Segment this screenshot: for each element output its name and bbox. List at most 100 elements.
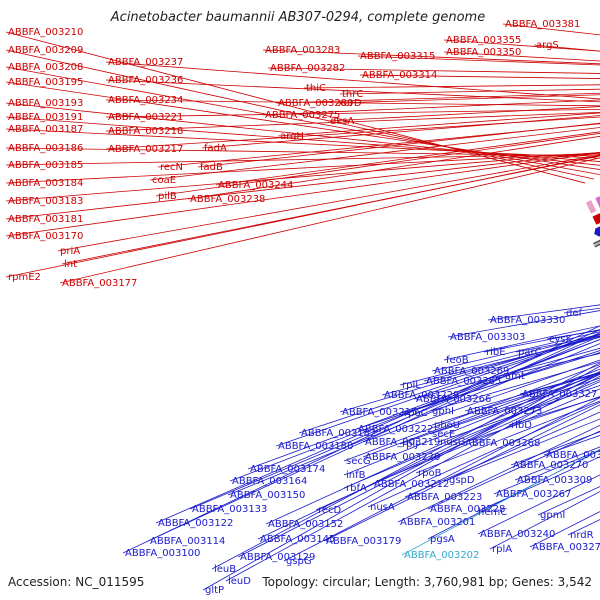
gene-label: rpoC xyxy=(404,408,428,419)
leader-line xyxy=(443,39,600,52)
leader-line xyxy=(275,334,600,447)
gene-label: thrC xyxy=(342,89,363,100)
leader-line xyxy=(197,122,600,168)
leader-line xyxy=(122,325,600,554)
leader-line xyxy=(211,362,600,570)
gene-label: rpoB xyxy=(418,468,442,479)
leader-line xyxy=(447,310,600,338)
leader-line xyxy=(229,339,600,482)
leader-line xyxy=(443,51,600,62)
gene-label: ABBFA_003272 xyxy=(532,542,600,553)
leader-line xyxy=(5,154,600,278)
leader-line xyxy=(157,123,600,168)
gene-label: ABBFA_003309 xyxy=(517,475,592,486)
leader-line xyxy=(105,99,600,107)
gene-label: gspG xyxy=(286,556,312,567)
leader-line xyxy=(265,371,600,525)
label-leader-lines xyxy=(5,23,600,591)
gene-label: ABBFA_003282 xyxy=(270,63,345,74)
leader-line xyxy=(443,325,600,361)
reverse-gene-arrow xyxy=(594,226,600,237)
gene-label: ABBFA_003208 xyxy=(8,62,83,73)
gene-label: gspD xyxy=(449,475,475,486)
leader-line xyxy=(277,112,600,137)
leader-line xyxy=(415,400,600,474)
leader-line xyxy=(298,333,600,434)
gene-label: lnt xyxy=(64,259,77,270)
gene-label: leuB xyxy=(214,564,236,575)
gene-label: nusG xyxy=(440,437,466,448)
leader-line xyxy=(5,49,594,180)
gene-label: ABBFA_003202 xyxy=(404,550,479,561)
gene-label: ABBFA_003244 xyxy=(218,180,293,191)
leader-line xyxy=(343,372,600,476)
leader-line xyxy=(202,365,600,591)
leader-line xyxy=(401,352,600,414)
gene-label: ABBFA_003228 xyxy=(430,504,505,515)
gene-label: ABBFA_003236 xyxy=(108,75,183,86)
leader-line xyxy=(429,361,600,412)
gene-label: gphI xyxy=(432,406,454,417)
leader-line xyxy=(431,331,600,372)
gene-label: ABBFA_003273 xyxy=(467,406,542,417)
leader-line xyxy=(262,99,600,116)
gene-label: ABBFA_003182 xyxy=(301,428,376,439)
gene-label: fadA xyxy=(204,143,227,154)
gene-label: ABBFA_003170 xyxy=(8,231,83,242)
gene-label: ABBFA_003100 xyxy=(125,548,200,559)
leader-line xyxy=(404,411,600,498)
gene-label: pgsA xyxy=(430,534,455,545)
gene-label: ABBFA_003191 xyxy=(8,112,83,123)
leader-line xyxy=(5,116,600,162)
leader-line xyxy=(359,74,600,79)
gene-label: ABBFA_003381 xyxy=(505,19,580,30)
leader-line xyxy=(105,79,600,103)
gene-label: ABBFA_003275 xyxy=(265,110,340,121)
gene-label: recN xyxy=(160,162,183,173)
gene-label: ABBFA_003238 xyxy=(190,194,265,205)
leader-line xyxy=(5,81,600,170)
gene-label: fadB xyxy=(200,162,223,173)
gene-label: rplL xyxy=(402,380,421,391)
gene-label: ABBFA_003186 xyxy=(8,143,83,154)
leader-line xyxy=(247,339,600,470)
leader-line xyxy=(475,456,600,513)
gene-label: ABBFA_003222 xyxy=(358,424,433,435)
leader-line xyxy=(397,424,600,523)
gene-label: ABBFA_003217 xyxy=(108,144,183,155)
gene-label: ABBFA_003234 xyxy=(108,95,183,106)
gene-label: rplJ xyxy=(402,439,418,450)
leader-line xyxy=(303,84,600,89)
leader-line xyxy=(5,66,600,176)
gene-label: coaE xyxy=(152,175,176,186)
leader-line xyxy=(189,335,600,510)
gene-label: ABBFA_003114 xyxy=(150,536,225,547)
leader-line xyxy=(357,55,600,66)
gene-label: ABBFA_003209 xyxy=(8,45,83,56)
leader-line xyxy=(262,49,600,65)
accession-text: Accession: NC_011595 xyxy=(8,575,144,589)
leader-line xyxy=(462,396,600,444)
gene-label: ribD xyxy=(511,420,532,431)
leader-line xyxy=(483,329,600,353)
leader-line xyxy=(149,127,600,181)
gene-label: ABBFA_003221 xyxy=(108,112,183,123)
leader-line xyxy=(515,335,600,353)
leader-line xyxy=(315,381,600,511)
gene-label: ABBFA_003177 xyxy=(62,278,137,289)
gene-label: def xyxy=(566,308,583,319)
gene-label: nrdR xyxy=(570,530,594,541)
gene-label: rbfA xyxy=(346,483,367,494)
gene-label: phoU xyxy=(434,420,460,431)
leader-line xyxy=(401,448,600,556)
leader-line xyxy=(327,106,600,122)
gene-label: parC xyxy=(518,347,542,358)
cog-category-block xyxy=(585,200,597,214)
leader-line xyxy=(371,388,600,485)
gene-label: ABBFA_003193 xyxy=(8,98,83,109)
leader-line xyxy=(362,368,600,458)
leader-line xyxy=(381,335,600,396)
gene-label: ABBFA_003229 xyxy=(384,390,459,401)
leader-line xyxy=(477,474,600,535)
